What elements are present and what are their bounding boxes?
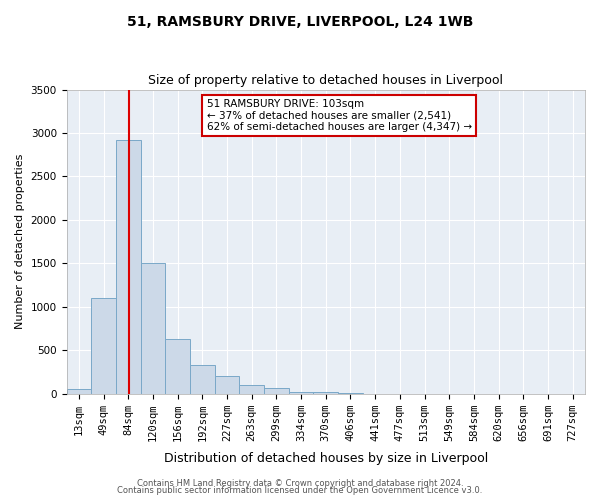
Y-axis label: Number of detached properties: Number of detached properties — [15, 154, 25, 330]
Text: Contains HM Land Registry data © Crown copyright and database right 2024.: Contains HM Land Registry data © Crown c… — [137, 478, 463, 488]
Text: 51, RAMSBURY DRIVE, LIVERPOOL, L24 1WB: 51, RAMSBURY DRIVE, LIVERPOOL, L24 1WB — [127, 15, 473, 29]
Text: 51 RAMSBURY DRIVE: 103sqm
← 37% of detached houses are smaller (2,541)
62% of se: 51 RAMSBURY DRIVE: 103sqm ← 37% of detac… — [206, 98, 472, 132]
Bar — [289, 392, 313, 394]
Bar — [165, 339, 190, 394]
Bar — [215, 376, 239, 394]
Text: Contains public sector information licensed under the Open Government Licence v3: Contains public sector information licen… — [118, 486, 482, 495]
Title: Size of property relative to detached houses in Liverpool: Size of property relative to detached ho… — [148, 74, 503, 87]
Bar — [67, 390, 91, 394]
Bar — [190, 365, 215, 394]
Bar — [264, 388, 289, 394]
X-axis label: Distribution of detached houses by size in Liverpool: Distribution of detached houses by size … — [164, 452, 488, 465]
Bar — [116, 140, 140, 394]
Bar — [239, 385, 264, 394]
Bar — [140, 264, 165, 394]
Bar — [313, 392, 338, 394]
Bar — [91, 298, 116, 394]
